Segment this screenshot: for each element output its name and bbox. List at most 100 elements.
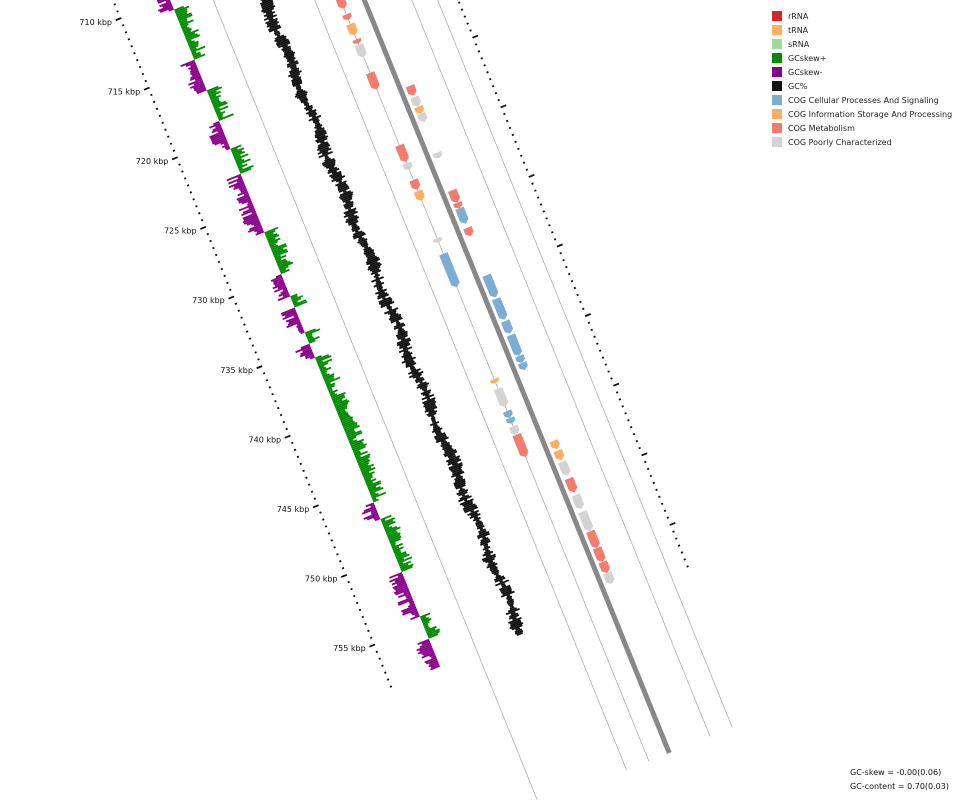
gc-skew-positive-block <box>293 300 308 308</box>
outer-minor-tick <box>466 22 469 25</box>
gc-content-block <box>444 448 454 454</box>
minor-tick <box>336 553 339 556</box>
gc-skew-negative-block <box>251 220 261 226</box>
gc-skew-negative-block <box>193 83 205 90</box>
minor-tick <box>133 51 136 55</box>
gc-content-block <box>463 502 474 508</box>
minor-tick <box>167 135 170 138</box>
gc-skew-negative-block <box>237 195 250 202</box>
outer-minor-tick <box>519 154 523 157</box>
outer-minor-tick <box>644 460 647 464</box>
outer-minor-tick <box>567 272 571 276</box>
gc-skew-negative-block <box>402 608 418 616</box>
gene-feature-cog_poor <box>603 571 615 585</box>
gc-skew-negative-block <box>363 512 379 520</box>
gc-content-block <box>364 245 369 249</box>
gc-skew-negative-block <box>278 291 289 297</box>
gc-content-block <box>282 44 289 49</box>
gc-content-stat: GC-content = 0.70(0.03) <box>850 782 949 791</box>
outer-minor-tick <box>542 210 546 213</box>
gc-skew-negative-block <box>402 606 417 614</box>
gc-skew-negative-block <box>157 0 168 4</box>
gc-content-block <box>285 53 295 59</box>
gc-skew-positive-block <box>272 248 284 255</box>
gc-skew-positive-block <box>343 422 358 430</box>
gc-skew-negative-block <box>396 580 406 586</box>
gc-content-block <box>290 66 297 71</box>
gc-content-block <box>343 202 354 209</box>
minor-tick <box>164 128 167 131</box>
legend-item-trna: tRNA <box>772 23 952 37</box>
gc-skew-negative-block <box>425 658 438 665</box>
gc-content-block <box>509 622 524 630</box>
gc-skew-negative-block <box>410 609 418 615</box>
minor-tick <box>226 281 229 285</box>
gc-content-block <box>482 550 494 557</box>
gene-feature-cog_cellular <box>455 206 469 224</box>
gc-skew-positive-block <box>327 387 333 391</box>
gc-content-block <box>483 543 489 547</box>
gc-skew-positive-block <box>363 473 373 480</box>
minor-tick <box>355 601 359 605</box>
gc-content-block <box>283 49 292 54</box>
gc-skew-positive-block <box>192 51 201 57</box>
gc-content-block <box>286 57 296 63</box>
gc-content-block <box>393 322 405 329</box>
gc-content-block <box>480 540 491 546</box>
gc-skew-positive-block <box>186 34 201 42</box>
minor-tick <box>322 518 325 521</box>
outer-minor-tick <box>457 1 461 4</box>
gc-skew-positive-block <box>217 113 224 118</box>
gc-skew-negative-block <box>190 69 200 76</box>
minor-tick <box>268 386 272 389</box>
gc-content-block <box>445 455 461 463</box>
gc-skew-negative-block <box>185 61 196 67</box>
gc-skew-positive-block <box>235 157 243 163</box>
gc-skew-positive-block <box>232 150 243 156</box>
gc-skew-positive-block <box>344 424 360 433</box>
gc-content-block <box>508 614 520 620</box>
gc-skew-positive-block <box>290 293 298 298</box>
gc-content-block <box>266 13 274 18</box>
minor-tick <box>189 191 193 194</box>
gc-skew-positive-block <box>399 560 412 568</box>
gc-content-block <box>452 469 463 476</box>
gc-skew-negative-block <box>241 198 252 205</box>
gc-content-block <box>493 571 500 576</box>
minor-tick <box>319 511 322 514</box>
gc-skew-negative-block <box>430 663 440 669</box>
gc-skew-negative-block <box>211 135 226 143</box>
outer-major-tick <box>528 173 535 178</box>
gc-skew-positive-block <box>218 113 234 121</box>
gc-skew-negative-block <box>194 76 202 81</box>
gc-content-block <box>483 544 489 549</box>
minor-tick <box>223 274 226 278</box>
minor-tick <box>361 615 365 619</box>
legend-item-srna: sRNA <box>772 37 952 51</box>
gc-content-block <box>500 582 506 587</box>
outer-minor-tick <box>629 426 633 429</box>
gene-feature-cog_metabolism <box>453 201 463 209</box>
gene-feature-cog_cellular <box>439 252 460 288</box>
gene-feature-cog_metabolism <box>598 560 611 574</box>
gc-content-block <box>486 562 498 569</box>
gc-content-block <box>480 538 490 544</box>
gc-content-block <box>371 276 384 283</box>
legend-item-cog_poor: COG Poorly Characterized <box>772 135 952 149</box>
gc-content-block <box>387 309 397 315</box>
outer-minor-tick <box>582 307 585 311</box>
minor-tick <box>389 685 393 688</box>
gc-content-block <box>308 111 317 116</box>
gc-skew-negative-block <box>253 222 261 227</box>
gc-skew-positive-block <box>342 421 356 428</box>
gc-content-block <box>463 504 478 512</box>
gc-skew-negative-block <box>215 124 222 129</box>
gc-skew-negative-block <box>296 324 303 328</box>
gc-content-block <box>425 404 437 411</box>
gc-skew-negative-block <box>304 352 314 358</box>
gc-content-block <box>433 432 446 439</box>
outer-minor-tick <box>460 8 464 11</box>
legend-swatch <box>772 11 782 21</box>
tick-label: 725 kbp <box>164 227 197 236</box>
outer-minor-tick <box>660 502 664 505</box>
